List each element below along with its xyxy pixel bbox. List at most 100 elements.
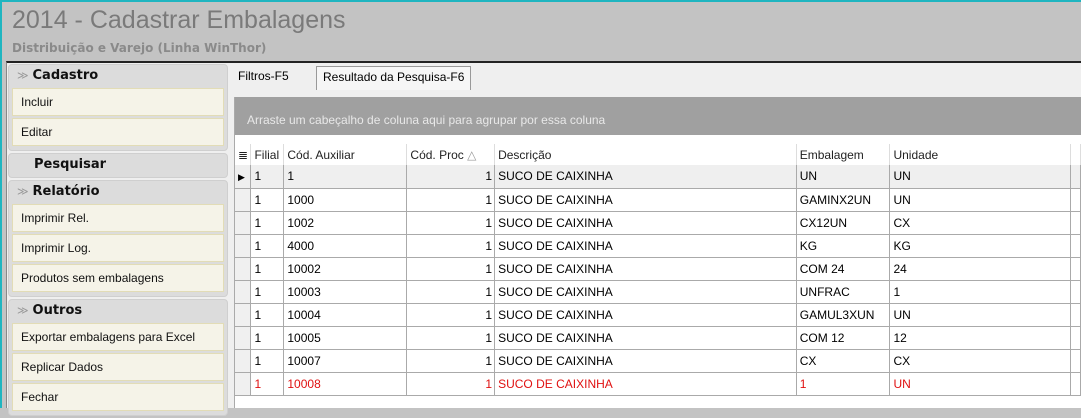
cell-filial[interactable]: 1 <box>250 188 285 212</box>
tab-resultado[interactable]: Resultado da Pesquisa-F6 <box>316 66 472 90</box>
cell-descricao[interactable]: SUCO DE CAIXINHA <box>494 234 797 258</box>
table-row[interactable]: 1 4000 1 SUCO DE CAIXINHA KG KG <box>235 234 1081 258</box>
table-row[interactable]: 1 10002 1 SUCO DE CAIXINHA COM 24 24 <box>235 257 1081 281</box>
row-indicator[interactable] <box>235 211 252 235</box>
cell-filial[interactable]: 1 <box>250 257 285 281</box>
cell-embalagem[interactable]: GAMINX2UN <box>796 188 891 212</box>
cell-unidade[interactable]: UN <box>889 303 1072 327</box>
cell-filial[interactable]: 1 <box>250 211 285 235</box>
cell-unidade[interactable]: 1 <box>889 280 1072 304</box>
group-header-cadastro[interactable]: ≫ Cadastro <box>11 66 225 86</box>
cell-descricao[interactable]: SUCO DE CAIXINHA <box>494 303 797 327</box>
cell-filial[interactable]: 1 <box>250 280 285 304</box>
cell-filial[interactable]: 1 <box>250 349 285 373</box>
produtos-sem-embalagens-button[interactable]: Produtos sem embalagens <box>12 264 224 292</box>
cell-descricao[interactable]: SUCO DE CAIXINHA <box>494 257 797 281</box>
column-filial[interactable]: Filial <box>250 144 285 165</box>
table-row[interactable]: 1 10003 1 SUCO DE CAIXINHA UNFRAC 1 <box>235 280 1081 304</box>
table-row[interactable]: 1 10007 1 SUCO DE CAIXINHA CX CX <box>235 349 1081 373</box>
column-embalagem[interactable]: Embalagem <box>796 144 891 165</box>
row-indicator[interactable] <box>235 280 252 304</box>
cell-descricao[interactable]: SUCO DE CAIXINHA <box>494 326 797 350</box>
column-descricao[interactable]: Descrição <box>494 144 797 165</box>
cell-cod-auxiliar[interactable]: 1000 <box>283 188 408 212</box>
exportar-excel-button[interactable]: Exportar embalagens para Excel <box>12 323 224 351</box>
cell-unidade[interactable]: UN <box>889 372 1072 396</box>
cell-unidade[interactable]: UN <box>889 165 1072 189</box>
table-row[interactable]: 1 1002 1 SUCO DE CAIXINHA CX12UN CX <box>235 211 1081 235</box>
cell-cod-auxiliar[interactable]: 10008 <box>283 372 408 396</box>
cell-cod-auxiliar[interactable]: 1002 <box>283 211 408 235</box>
cell-embalagem[interactable]: CX12UN <box>796 211 891 235</box>
cell-cod-proc[interactable]: 1 <box>406 188 496 212</box>
cell-cod-proc[interactable]: 1 <box>406 280 496 304</box>
cell-cod-auxiliar[interactable]: 10003 <box>283 280 408 304</box>
cell-descricao[interactable]: SUCO DE CAIXINHA <box>494 165 797 189</box>
cell-embalagem[interactable]: COM 12 <box>796 326 891 350</box>
cell-unidade[interactable]: CX <box>889 349 1072 373</box>
cell-embalagem[interactable]: GAMUL3XUN <box>796 303 891 327</box>
table-row[interactable]: 1 10008 1 SUCO DE CAIXINHA 1 UN <box>235 372 1081 396</box>
cell-unidade[interactable]: UN <box>889 188 1072 212</box>
tab-filtros[interactable]: Filtros-F5 <box>238 69 289 83</box>
table-row[interactable]: 1 10004 1 SUCO DE CAIXINHA GAMUL3XUN UN <box>235 303 1081 327</box>
cell-cod-proc[interactable]: 1 <box>406 349 496 373</box>
column-more[interactable] <box>1070 144 1081 165</box>
group-header-relatorio[interactable]: ≫ Relatório <box>11 182 225 202</box>
cell-filial[interactable]: 1 <box>250 303 285 327</box>
row-indicator[interactable]: ▶ <box>235 165 252 189</box>
cell-filial[interactable]: 1 <box>250 165 285 189</box>
table-row[interactable]: 1 1000 1 SUCO DE CAIXINHA GAMINX2UN UN <box>235 188 1081 212</box>
group-by-panel[interactable]: Arraste um cabeçalho de coluna aqui para… <box>235 97 1081 135</box>
editar-button[interactable]: Editar <box>12 118 224 146</box>
cell-filial[interactable]: 1 <box>250 372 285 396</box>
column-chooser-icon[interactable]: ≣ <box>235 144 252 165</box>
group-pesquisar[interactable]: Pesquisar <box>8 153 228 178</box>
cell-cod-proc[interactable]: 1 <box>406 326 496 350</box>
cell-embalagem[interactable]: UN <box>796 165 891 189</box>
cell-cod-proc[interactable]: 1 <box>406 257 496 281</box>
cell-embalagem[interactable]: 1 <box>796 372 891 396</box>
cell-cod-proc[interactable]: 1 <box>406 372 496 396</box>
cell-embalagem[interactable]: COM 24 <box>796 257 891 281</box>
cell-cod-proc[interactable]: 1 <box>406 234 496 258</box>
incluir-button[interactable]: Incluir <box>12 88 224 116</box>
cell-embalagem[interactable]: CX <box>796 349 891 373</box>
cell-unidade[interactable]: CX <box>889 211 1072 235</box>
cell-descricao[interactable]: SUCO DE CAIXINHA <box>494 372 797 396</box>
cell-embalagem[interactable]: KG <box>796 234 891 258</box>
row-indicator[interactable] <box>235 188 252 212</box>
cell-unidade[interactable]: KG <box>889 234 1072 258</box>
imprimir-log-button[interactable]: Imprimir Log. <box>12 234 224 262</box>
row-indicator[interactable] <box>235 349 252 373</box>
row-indicator[interactable] <box>235 303 252 327</box>
row-indicator[interactable] <box>235 326 252 350</box>
row-indicator[interactable] <box>235 234 252 258</box>
column-cod-auxiliar[interactable]: Cód. Auxiliar <box>283 144 408 165</box>
cell-cod-auxiliar[interactable]: 10007 <box>283 349 408 373</box>
replicar-dados-button[interactable]: Replicar Dados <box>12 353 224 381</box>
cell-cod-auxiliar[interactable]: 10002 <box>283 257 408 281</box>
cell-embalagem[interactable]: UNFRAC <box>796 280 891 304</box>
cell-filial[interactable]: 1 <box>250 234 285 258</box>
cell-unidade[interactable]: 12 <box>889 326 1072 350</box>
row-indicator[interactable] <box>235 372 252 396</box>
cell-cod-auxiliar[interactable]: 10005 <box>283 326 408 350</box>
row-indicator[interactable] <box>235 257 252 281</box>
table-row[interactable]: ▶ 1 1 1 SUCO DE CAIXINHA UN UN <box>235 165 1081 189</box>
cell-cod-proc[interactable]: 1 <box>406 303 496 327</box>
cell-cod-proc[interactable]: 1 <box>406 165 496 189</box>
column-unidade[interactable]: Unidade <box>889 144 1072 165</box>
column-cod-proc[interactable]: Cód. Proc △ <box>406 144 496 165</box>
cell-descricao[interactable]: SUCO DE CAIXINHA <box>494 280 797 304</box>
fechar-button[interactable]: Fechar <box>12 383 224 411</box>
cell-cod-auxiliar[interactable]: 10004 <box>283 303 408 327</box>
cell-cod-auxiliar[interactable]: 4000 <box>283 234 408 258</box>
imprimir-rel-button[interactable]: Imprimir Rel. <box>12 204 224 232</box>
cell-descricao[interactable]: SUCO DE CAIXINHA <box>494 211 797 235</box>
cell-descricao[interactable]: SUCO DE CAIXINHA <box>494 188 797 212</box>
cell-unidade[interactable]: 24 <box>889 257 1072 281</box>
cell-cod-proc[interactable]: 1 <box>406 211 496 235</box>
group-header-outros[interactable]: ≫ Outros <box>11 301 225 321</box>
pesquisar-header[interactable]: Pesquisar <box>34 157 107 172</box>
